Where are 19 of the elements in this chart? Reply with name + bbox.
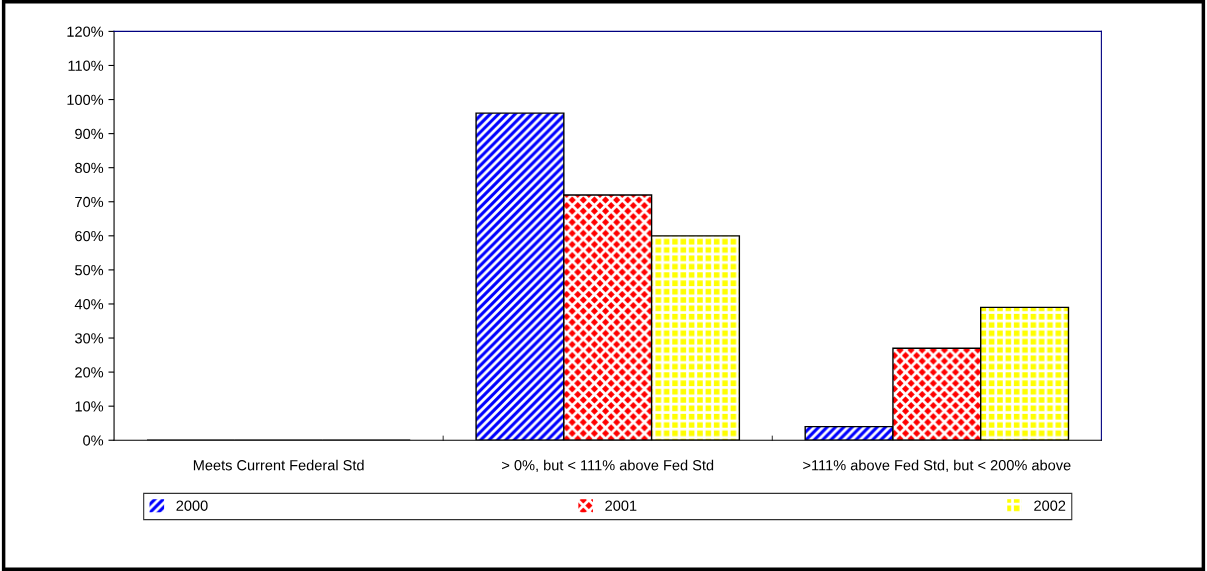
y-tick-label: 30% [75, 333, 104, 344]
y-tick-label: 10% [75, 401, 104, 412]
y-tick-label: 70% [75, 196, 104, 208]
legend-label: 2001 [605, 500, 637, 511]
x-tick-label: >111% above Fed Std, but < 200% above [803, 459, 1071, 473]
y-tick-label: 80% [75, 162, 104, 174]
y-tick-label: 100% [67, 94, 104, 105]
y-tick-label: 110% [68, 60, 104, 71]
legend-label: 2002 [1034, 500, 1066, 511]
y-tick-label: 40% [74, 299, 104, 310]
y-tick-label: 120% [67, 26, 104, 37]
y-tick-label: 0% [83, 435, 104, 446]
legend-label: 2000 [176, 500, 208, 511]
x-tick-label: Meets Current Federal Std [193, 459, 364, 471]
y-tick-label: 60% [75, 230, 104, 242]
y-tick-label: 90% [75, 128, 104, 140]
x-tick-label: > 0%, but < 111% above Fed Std [502, 459, 714, 473]
y-tick-label: 50% [75, 264, 104, 276]
y-tick-label: 20% [75, 367, 104, 378]
